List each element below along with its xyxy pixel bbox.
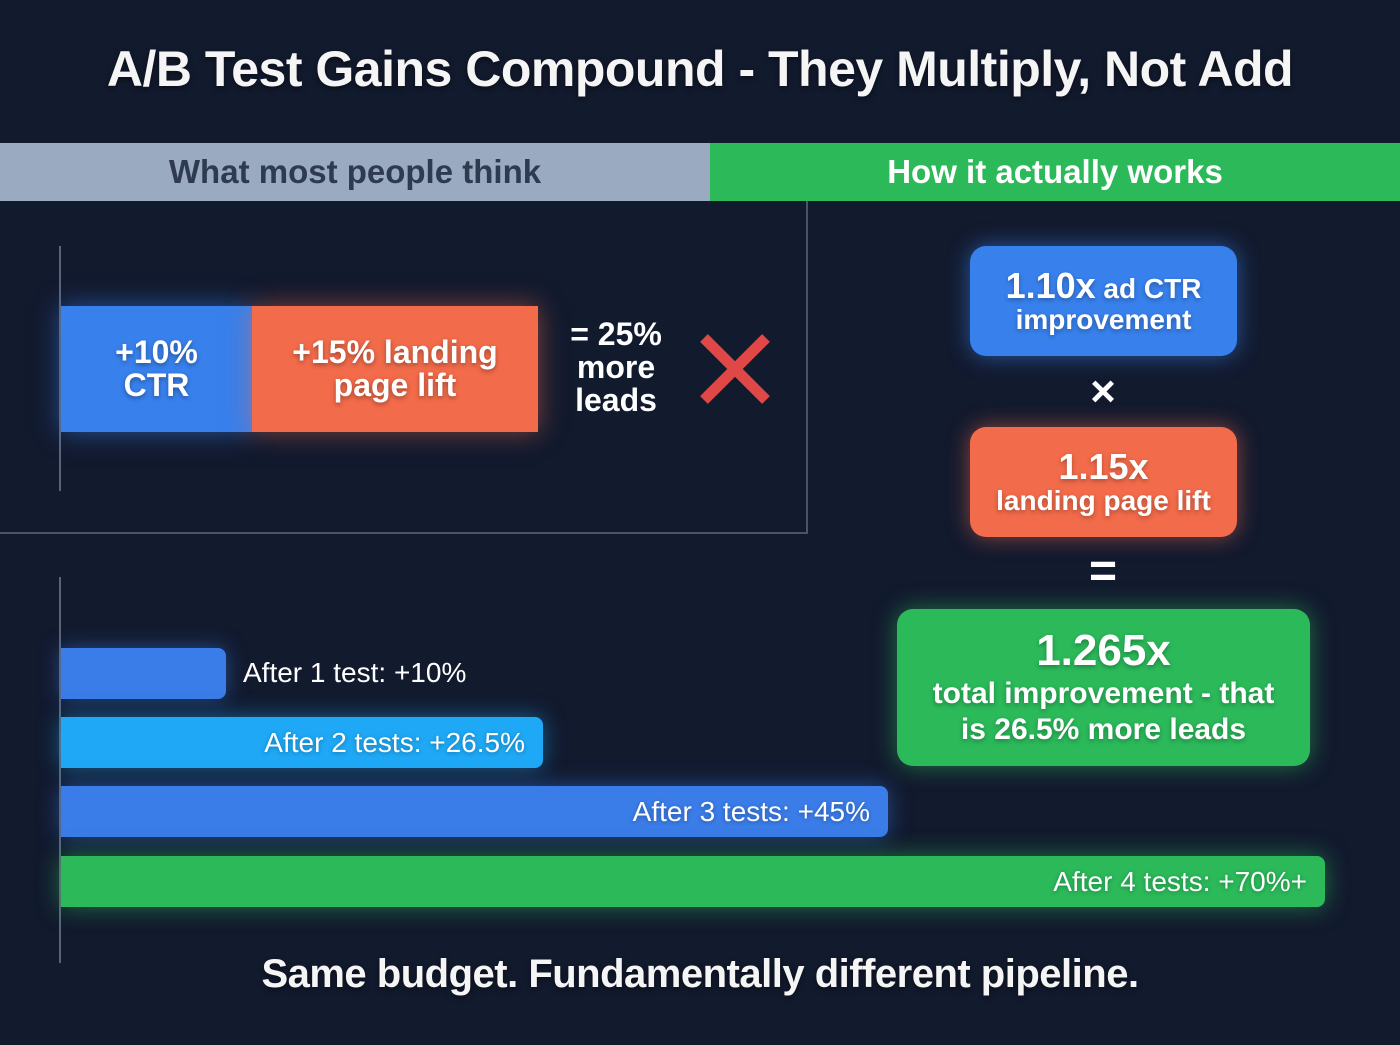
additive-sum-line1: = 25% — [570, 316, 662, 352]
misconception-panel — [0, 201, 808, 534]
additive-landing-line2: page lift — [333, 367, 457, 403]
multiplier-landing-value: 1.15x — [1058, 446, 1149, 487]
result-line1: total improvement - that — [932, 676, 1275, 710]
progression-bar-3: After 3 tests: +45% — [61, 786, 888, 837]
progression-bar-3-label: After 3 tests: +45% — [632, 795, 870, 827]
multiplier-ctr-box: 1.10x ad CTR improvement — [970, 246, 1237, 356]
header-misconception: What most people think — [0, 143, 710, 201]
multiply-icon: × — [1090, 367, 1116, 416]
progression-bar-1 — [61, 648, 226, 699]
progression-bar-4: After 4 tests: +70%+ — [61, 856, 1325, 907]
multiplier-landing-box: 1.15x landing page lift — [970, 427, 1237, 537]
multiplier-ctr-value: 1.10x — [1005, 265, 1096, 306]
header-misconception-label: What most people think — [168, 153, 542, 190]
additive-sum: = 25% more leads — [556, 318, 676, 417]
additive-ctr-segment: +10% CTR — [61, 306, 252, 432]
multiplier-ctr-suffix: ad CTR — [1095, 273, 1202, 304]
additive-landing-segment: +15% landing page lift — [252, 306, 538, 432]
progression-axis-line — [59, 577, 61, 963]
additive-sum-line2: more — [576, 349, 656, 385]
header-reality: How it actually works — [710, 143, 1400, 201]
footer-tagline: Same budget. Fundamentally different pip… — [261, 952, 1139, 996]
result-box: 1.265x total improvement - that is 26.5%… — [897, 609, 1310, 766]
result-value: 1.265x — [1036, 625, 1171, 675]
additive-ctr-label: CTR — [123, 367, 190, 403]
multiplier-landing-label: landing page lift — [996, 485, 1211, 516]
equals-icon: = — [1088, 545, 1118, 598]
page-title: A/B Test Gains Compound - They Multiply,… — [106, 41, 1294, 97]
additive-ctr-value: +10% — [115, 334, 198, 370]
progression-bar-1-label: After 1 test: +10% — [243, 657, 467, 688]
additive-sum-line3: leads — [575, 382, 657, 418]
additive-landing-line1: +15% landing — [292, 334, 498, 370]
misconception-axis-line — [59, 246, 61, 491]
multiplier-ctr-label: improvement — [1015, 304, 1192, 335]
result-line2: is 26.5% more leads — [960, 712, 1247, 746]
progression-bar-4-label: After 4 tests: +70%+ — [1053, 865, 1307, 897]
red-x-icon — [698, 332, 772, 406]
progression-bar-2-label: After 2 tests: +26.5% — [264, 726, 525, 758]
progression-bar-2: After 2 tests: +26.5% — [61, 717, 543, 768]
header-reality-label: How it actually works — [887, 153, 1223, 190]
